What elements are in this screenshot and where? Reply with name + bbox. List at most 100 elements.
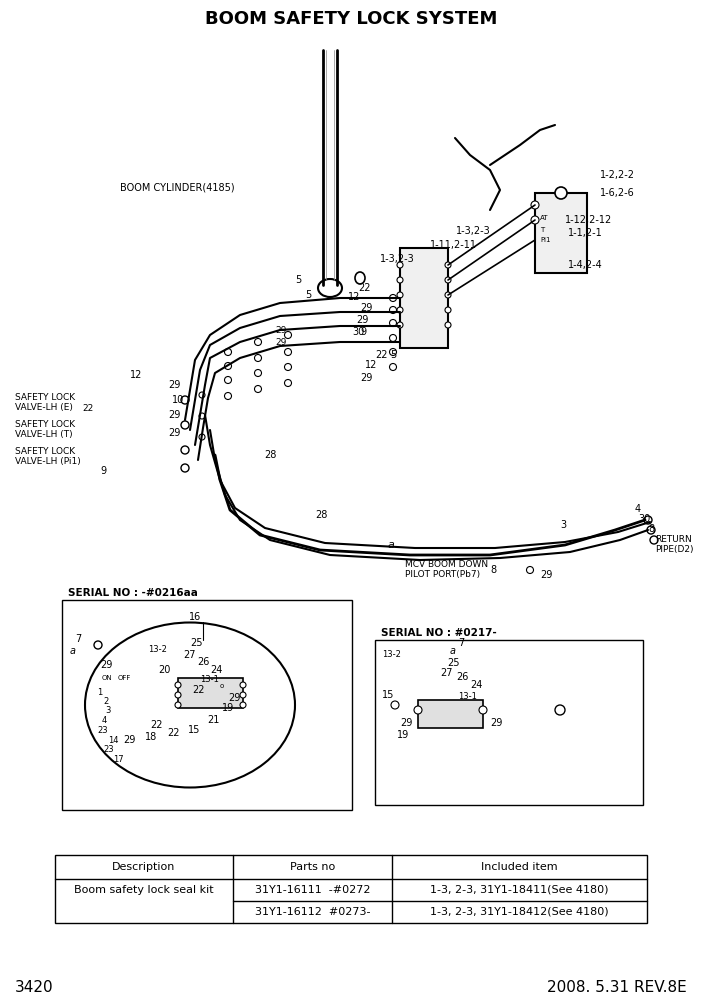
Text: 1: 1	[97, 688, 102, 697]
Text: 28: 28	[264, 450, 277, 460]
Text: 22: 22	[150, 720, 162, 730]
Text: 29: 29	[360, 373, 372, 383]
Circle shape	[390, 348, 397, 355]
Text: 4: 4	[102, 716, 107, 725]
Circle shape	[240, 682, 246, 688]
Text: 16: 16	[189, 612, 201, 622]
Circle shape	[526, 566, 534, 573]
Text: SAFETY LOCK
VALVE-LH (Pi1): SAFETY LOCK VALVE-LH (Pi1)	[15, 447, 81, 466]
Text: 5: 5	[295, 275, 301, 285]
Circle shape	[390, 363, 397, 370]
Circle shape	[390, 334, 397, 341]
Circle shape	[225, 362, 232, 369]
Text: 29: 29	[540, 570, 552, 580]
Circle shape	[414, 706, 422, 714]
Circle shape	[390, 319, 397, 326]
Circle shape	[284, 348, 291, 355]
Circle shape	[225, 377, 232, 384]
Text: Parts no: Parts no	[290, 862, 335, 872]
Circle shape	[531, 201, 539, 209]
Text: 29: 29	[168, 428, 180, 438]
Text: 4: 4	[635, 504, 641, 514]
Circle shape	[225, 348, 232, 355]
Text: 2: 2	[103, 697, 108, 706]
Text: 22: 22	[82, 404, 93, 413]
Text: T: T	[540, 227, 544, 233]
Text: 25: 25	[190, 638, 202, 648]
Text: SAFETY LOCK
VALVE-LH (E): SAFETY LOCK VALVE-LH (E)	[15, 393, 75, 413]
Circle shape	[284, 363, 291, 370]
Text: 31Y1-16111  -#0272: 31Y1-16111 -#0272	[255, 885, 370, 895]
Text: 1-12,2-12: 1-12,2-12	[565, 215, 612, 225]
Text: 19: 19	[222, 703, 234, 713]
Circle shape	[199, 392, 205, 398]
Text: 12: 12	[130, 370, 143, 380]
Text: 1-3,2-3: 1-3,2-3	[380, 254, 415, 264]
Text: 25: 25	[447, 658, 460, 668]
Bar	[178, 678, 243, 708]
Text: 1-6,2-6: 1-6,2-6	[600, 188, 635, 198]
Text: SAFETY LOCK
VALVE-LH (T): SAFETY LOCK VALVE-LH (T)	[15, 420, 75, 439]
Text: 8: 8	[490, 565, 496, 575]
Text: 26: 26	[197, 657, 209, 667]
Text: 23: 23	[97, 726, 107, 735]
Circle shape	[647, 526, 655, 534]
Circle shape	[479, 706, 487, 714]
Text: 22: 22	[167, 728, 180, 738]
Text: 20: 20	[158, 665, 171, 675]
Text: 23: 23	[103, 745, 114, 754]
Text: Boom safety lock seal kit: Boom safety lock seal kit	[74, 885, 213, 895]
Text: OFF: OFF	[118, 675, 131, 681]
Text: Included item: Included item	[482, 862, 558, 872]
Circle shape	[240, 702, 246, 708]
Text: 12: 12	[365, 360, 378, 370]
Text: 2008. 5.31 REV.8E: 2008. 5.31 REV.8E	[548, 980, 687, 992]
Text: RETURN
PIPE(D2): RETURN PIPE(D2)	[655, 535, 694, 555]
Text: 29: 29	[100, 660, 112, 670]
Circle shape	[445, 277, 451, 283]
Text: BOOM SAFETY LOCK SYSTEM: BOOM SAFETY LOCK SYSTEM	[205, 10, 497, 28]
Text: 5: 5	[390, 350, 396, 360]
Text: 13-1: 13-1	[458, 692, 477, 701]
Text: a: a	[388, 540, 395, 550]
Circle shape	[445, 292, 451, 298]
Text: 30: 30	[352, 327, 364, 337]
Circle shape	[181, 446, 189, 454]
Text: 17: 17	[113, 755, 124, 764]
Text: 29: 29	[275, 338, 286, 347]
Text: 7: 7	[75, 634, 81, 644]
Text: 29: 29	[400, 718, 412, 728]
Circle shape	[397, 307, 403, 313]
Text: ON: ON	[102, 675, 112, 681]
Circle shape	[531, 216, 539, 224]
Circle shape	[555, 705, 565, 715]
Text: o: o	[220, 683, 224, 689]
Text: AT: AT	[540, 215, 548, 221]
Text: 29: 29	[228, 693, 240, 703]
Text: 9: 9	[360, 327, 366, 337]
Text: BOOM CYLINDER(4185): BOOM CYLINDER(4185)	[120, 183, 234, 193]
Circle shape	[445, 262, 451, 268]
Text: 15: 15	[382, 690, 395, 700]
Text: SERIAL NO : -#0216aa: SERIAL NO : -#0216aa	[68, 588, 198, 598]
Circle shape	[175, 692, 181, 698]
Text: a: a	[70, 646, 76, 656]
Text: 29: 29	[360, 303, 372, 313]
Text: SERIAL NO : #0217-: SERIAL NO : #0217-	[381, 628, 497, 638]
Text: 29: 29	[490, 718, 503, 728]
Text: 10: 10	[172, 395, 184, 405]
Text: 9: 9	[100, 466, 106, 476]
Text: 24: 24	[210, 665, 223, 675]
Circle shape	[181, 464, 189, 472]
Text: 12: 12	[348, 292, 360, 302]
Text: 26: 26	[456, 672, 468, 682]
Text: 1-3,2-3: 1-3,2-3	[456, 226, 491, 236]
Text: 27: 27	[440, 668, 453, 678]
Text: 8: 8	[648, 524, 654, 534]
Circle shape	[255, 386, 262, 393]
Circle shape	[397, 262, 403, 268]
Text: 27: 27	[183, 650, 195, 660]
Text: 29: 29	[356, 315, 369, 325]
Circle shape	[255, 354, 262, 361]
Text: 1-4,2-4: 1-4,2-4	[568, 260, 603, 270]
